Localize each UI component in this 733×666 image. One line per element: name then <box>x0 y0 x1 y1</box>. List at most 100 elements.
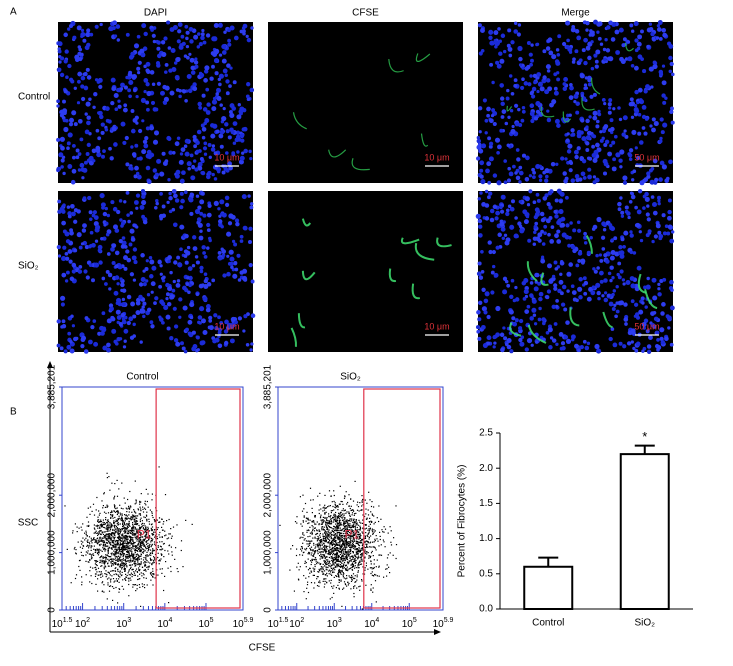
nucleus <box>478 197 481 200</box>
nucleus <box>226 129 230 133</box>
event-dot <box>129 509 130 510</box>
event-dot <box>164 576 165 577</box>
event-dot <box>147 584 148 585</box>
nucleus <box>140 340 143 343</box>
nucleus <box>489 142 493 146</box>
event-dot <box>126 511 127 512</box>
nucleus <box>552 275 555 278</box>
nucleus <box>505 212 509 216</box>
event-dot <box>319 509 320 510</box>
nucleus <box>103 212 107 216</box>
event-dot <box>161 555 162 556</box>
nucleus <box>657 283 660 286</box>
scale-bar-label: 10 μm <box>214 321 239 331</box>
nucleus <box>485 131 488 134</box>
nucleus <box>72 156 76 160</box>
event-dot <box>116 532 117 533</box>
event-dot <box>124 549 125 550</box>
event-dot <box>98 550 99 551</box>
nucleus <box>580 118 584 122</box>
event-dot <box>114 507 115 508</box>
nucleus <box>601 247 605 251</box>
nucleus <box>642 206 646 210</box>
event-dot <box>169 545 170 546</box>
event-dot <box>327 538 328 539</box>
event-dot <box>159 517 160 518</box>
event-dot <box>118 540 119 541</box>
nucleus <box>615 30 620 35</box>
event-dot <box>123 543 124 544</box>
nucleus <box>184 350 188 354</box>
nucleus <box>512 322 517 327</box>
event-dot <box>358 547 359 548</box>
event-dot <box>331 532 332 533</box>
event-dot <box>78 542 79 543</box>
event-dot <box>132 546 133 547</box>
nucleus <box>179 45 184 50</box>
nucleus <box>477 337 481 341</box>
nucleus <box>652 37 655 40</box>
nucleus <box>612 307 616 311</box>
nucleus <box>577 259 581 263</box>
nucleus <box>179 205 183 209</box>
event-dot <box>146 567 147 568</box>
y-tick-label: 2,000,000 <box>263 473 274 518</box>
nucleus <box>554 322 558 326</box>
event-dot <box>130 518 131 519</box>
nucleus <box>250 88 255 93</box>
nucleus <box>505 280 509 284</box>
nucleus <box>123 103 127 107</box>
nucleus <box>671 73 675 77</box>
event-dot <box>125 574 126 575</box>
event-dot <box>76 553 77 554</box>
nucleus <box>611 250 616 255</box>
event-dot <box>351 581 352 582</box>
nucleus <box>534 322 537 325</box>
nucleus <box>502 109 507 114</box>
nucleus <box>141 215 145 219</box>
event-dot <box>329 563 330 564</box>
event-dot <box>159 549 160 550</box>
nucleus <box>560 192 565 197</box>
nucleus <box>119 218 122 221</box>
nucleus <box>596 266 600 270</box>
nucleus <box>478 224 482 228</box>
nucleus <box>629 148 633 152</box>
nucleus <box>193 144 197 148</box>
nucleus <box>670 62 674 66</box>
nucleus <box>659 72 663 76</box>
nucleus <box>81 336 86 341</box>
event-dot <box>159 534 160 535</box>
event-dot <box>103 540 104 541</box>
event-dot <box>91 542 92 543</box>
event-dot <box>147 554 148 555</box>
x-tick-exponent: 3 <box>338 617 342 624</box>
event-dot <box>139 563 140 564</box>
event-dot <box>337 505 338 506</box>
nucleus <box>623 129 626 132</box>
nucleus <box>637 132 641 136</box>
event-dot <box>307 541 308 542</box>
event-dot <box>128 527 129 528</box>
event-dot <box>94 528 95 529</box>
nucleus <box>514 78 518 82</box>
event-dot <box>125 535 126 536</box>
nucleus <box>234 36 239 41</box>
nucleus <box>542 322 546 326</box>
nucleus <box>223 107 226 110</box>
nucleus <box>639 140 644 145</box>
nucleus <box>605 259 610 264</box>
nucleus <box>514 171 517 174</box>
event-dot <box>300 496 301 497</box>
event-dot <box>87 541 88 542</box>
x-tick-base: 10 <box>289 619 301 630</box>
event-dot <box>109 533 110 534</box>
nucleus <box>499 206 502 209</box>
nucleus <box>661 93 665 97</box>
event-dot <box>109 573 110 574</box>
nucleus <box>62 246 66 250</box>
event-dot <box>361 556 362 557</box>
event-dot <box>117 544 118 545</box>
x-tick-label: 104 <box>157 617 172 630</box>
nucleus <box>122 288 126 292</box>
